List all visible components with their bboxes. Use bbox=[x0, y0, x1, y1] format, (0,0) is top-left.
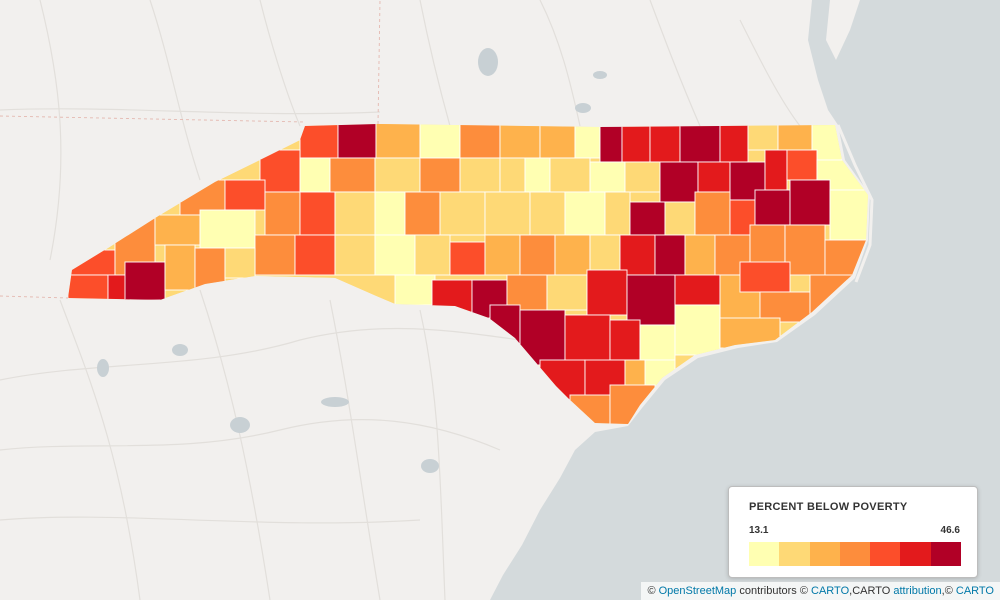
land-area-north bbox=[826, 0, 860, 60]
legend-max-label: 46.6 bbox=[940, 525, 960, 536]
legend-min-label: 13.1 bbox=[749, 525, 769, 536]
carto-attribution-link[interactable]: attribution bbox=[893, 585, 942, 597]
attribution-prefix: © bbox=[647, 585, 659, 597]
legend-swatch-1 bbox=[749, 542, 780, 566]
legend-swatch-6 bbox=[900, 542, 931, 566]
legend-swatch-4 bbox=[839, 542, 871, 566]
poverty-legend: PERCENT BELOW POVERTY 13.1 46.6 bbox=[728, 486, 978, 578]
legend-swatch-7 bbox=[930, 542, 961, 566]
legend-color-bar bbox=[749, 542, 961, 566]
basemap-borders bbox=[0, 0, 381, 299]
carto-link[interactable]: CARTO bbox=[811, 585, 850, 597]
attribution-suffix: ,© bbox=[941, 585, 956, 597]
legend-swatch-2 bbox=[779, 542, 810, 566]
basemap-lakes bbox=[97, 48, 607, 473]
legend-swatch-5 bbox=[870, 542, 901, 566]
attribution-middle: contributors © bbox=[736, 585, 812, 597]
attribution-comma: ,CARTO bbox=[849, 585, 894, 597]
outer-banks bbox=[836, 124, 874, 283]
legend-swatch-3 bbox=[809, 542, 840, 566]
map-attribution: © OpenStreetMap contributors © CARTO,CAR… bbox=[641, 582, 1000, 600]
basemap-roads bbox=[0, 0, 801, 600]
openstreetmap-link[interactable]: OpenStreetMap bbox=[658, 585, 737, 597]
carto-link-2[interactable]: CARTO bbox=[955, 585, 994, 597]
legend-title: PERCENT BELOW POVERTY bbox=[749, 501, 908, 513]
